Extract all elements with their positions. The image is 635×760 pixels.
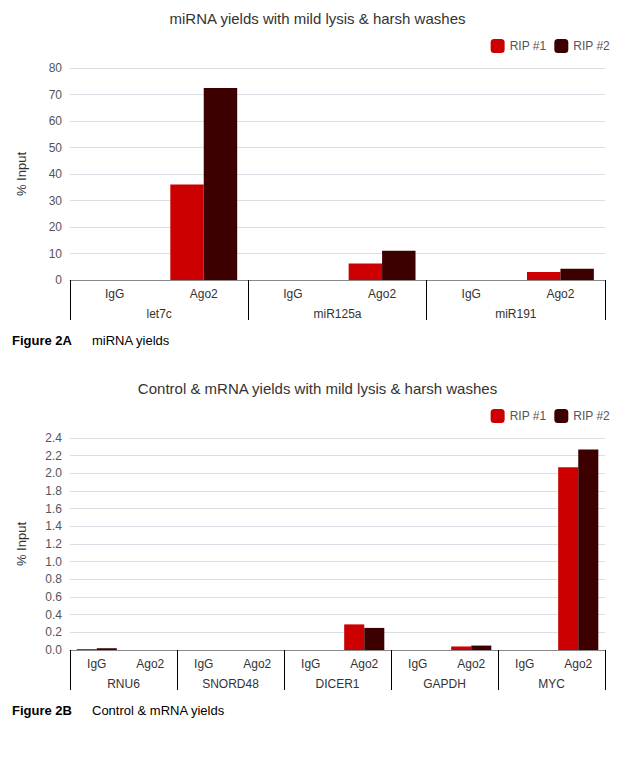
svg-text:miR125a: miR125a	[313, 307, 361, 321]
svg-text:% Input: % Input	[14, 522, 29, 566]
svg-text:1.6: 1.6	[45, 502, 62, 516]
svg-text:IgG: IgG	[283, 287, 302, 301]
svg-text:IgG: IgG	[105, 287, 124, 301]
svg-text:RIP #2: RIP #2	[573, 409, 610, 423]
svg-text:Ago2: Ago2	[368, 287, 396, 301]
svg-text:1.2: 1.2	[45, 537, 62, 551]
svg-text:0.0: 0.0	[45, 643, 62, 657]
svg-text:let7c: let7c	[146, 307, 171, 321]
svg-text:0: 0	[55, 273, 62, 287]
svg-text:Control & mRNA yields: Control & mRNA yields	[92, 703, 225, 718]
svg-text:80: 80	[49, 61, 63, 75]
svg-text:GAPDH: GAPDH	[423, 677, 466, 691]
svg-text:IgG: IgG	[408, 657, 427, 671]
svg-text:Ago2: Ago2	[190, 287, 218, 301]
svg-text:RIP #2: RIP #2	[573, 39, 610, 53]
svg-text:SNORD48: SNORD48	[202, 677, 259, 691]
svg-text:IgG: IgG	[462, 287, 481, 301]
svg-text:Ago2: Ago2	[564, 657, 592, 671]
svg-text:IgG: IgG	[515, 657, 534, 671]
svg-text:60: 60	[49, 114, 63, 128]
svg-text:30: 30	[49, 194, 63, 208]
svg-text:miRNA yields: miRNA yields	[92, 333, 170, 348]
svg-text:IgG: IgG	[194, 657, 213, 671]
svg-text:40: 40	[49, 167, 63, 181]
svg-text:1.8: 1.8	[45, 484, 62, 498]
svg-text:Ago2: Ago2	[136, 657, 164, 671]
svg-text:2.2: 2.2	[45, 449, 62, 463]
svg-text:Figure 2A: Figure 2A	[12, 333, 73, 348]
svg-text:2.0: 2.0	[45, 466, 62, 480]
svg-text:% Input: % Input	[14, 152, 29, 196]
svg-text:0.6: 0.6	[45, 590, 62, 604]
svg-text:RIP #1: RIP #1	[510, 409, 547, 423]
svg-text:Control & mRNA yields with mil: Control & mRNA yields with mild lysis & …	[138, 380, 497, 397]
svg-text:Ago2: Ago2	[457, 657, 485, 671]
svg-text:1.4: 1.4	[45, 519, 62, 533]
svg-text:Ago2: Ago2	[546, 287, 574, 301]
svg-text:1.0: 1.0	[45, 555, 62, 569]
svg-text:0.2: 0.2	[45, 625, 62, 639]
svg-text:miR191: miR191	[495, 307, 537, 321]
svg-text:miRNA yields with mild lysis &: miRNA yields with mild lysis & harsh was…	[170, 10, 466, 27]
svg-text:MYC: MYC	[538, 677, 565, 691]
svg-text:Figure 2B: Figure 2B	[12, 703, 72, 718]
svg-text:0.8: 0.8	[45, 572, 62, 586]
svg-text:2.4: 2.4	[45, 431, 62, 445]
svg-text:DICER1: DICER1	[315, 677, 359, 691]
svg-text:20: 20	[49, 220, 63, 234]
svg-text:10: 10	[49, 247, 63, 261]
svg-text:70: 70	[49, 88, 63, 102]
svg-text:IgG: IgG	[87, 657, 106, 671]
svg-text:IgG: IgG	[301, 657, 320, 671]
svg-text:50: 50	[49, 141, 63, 155]
svg-text:RNU6: RNU6	[107, 677, 140, 691]
svg-text:RIP #1: RIP #1	[510, 39, 547, 53]
svg-text:Ago2: Ago2	[243, 657, 271, 671]
svg-text:Ago2: Ago2	[350, 657, 378, 671]
svg-text:0.4: 0.4	[45, 608, 62, 622]
